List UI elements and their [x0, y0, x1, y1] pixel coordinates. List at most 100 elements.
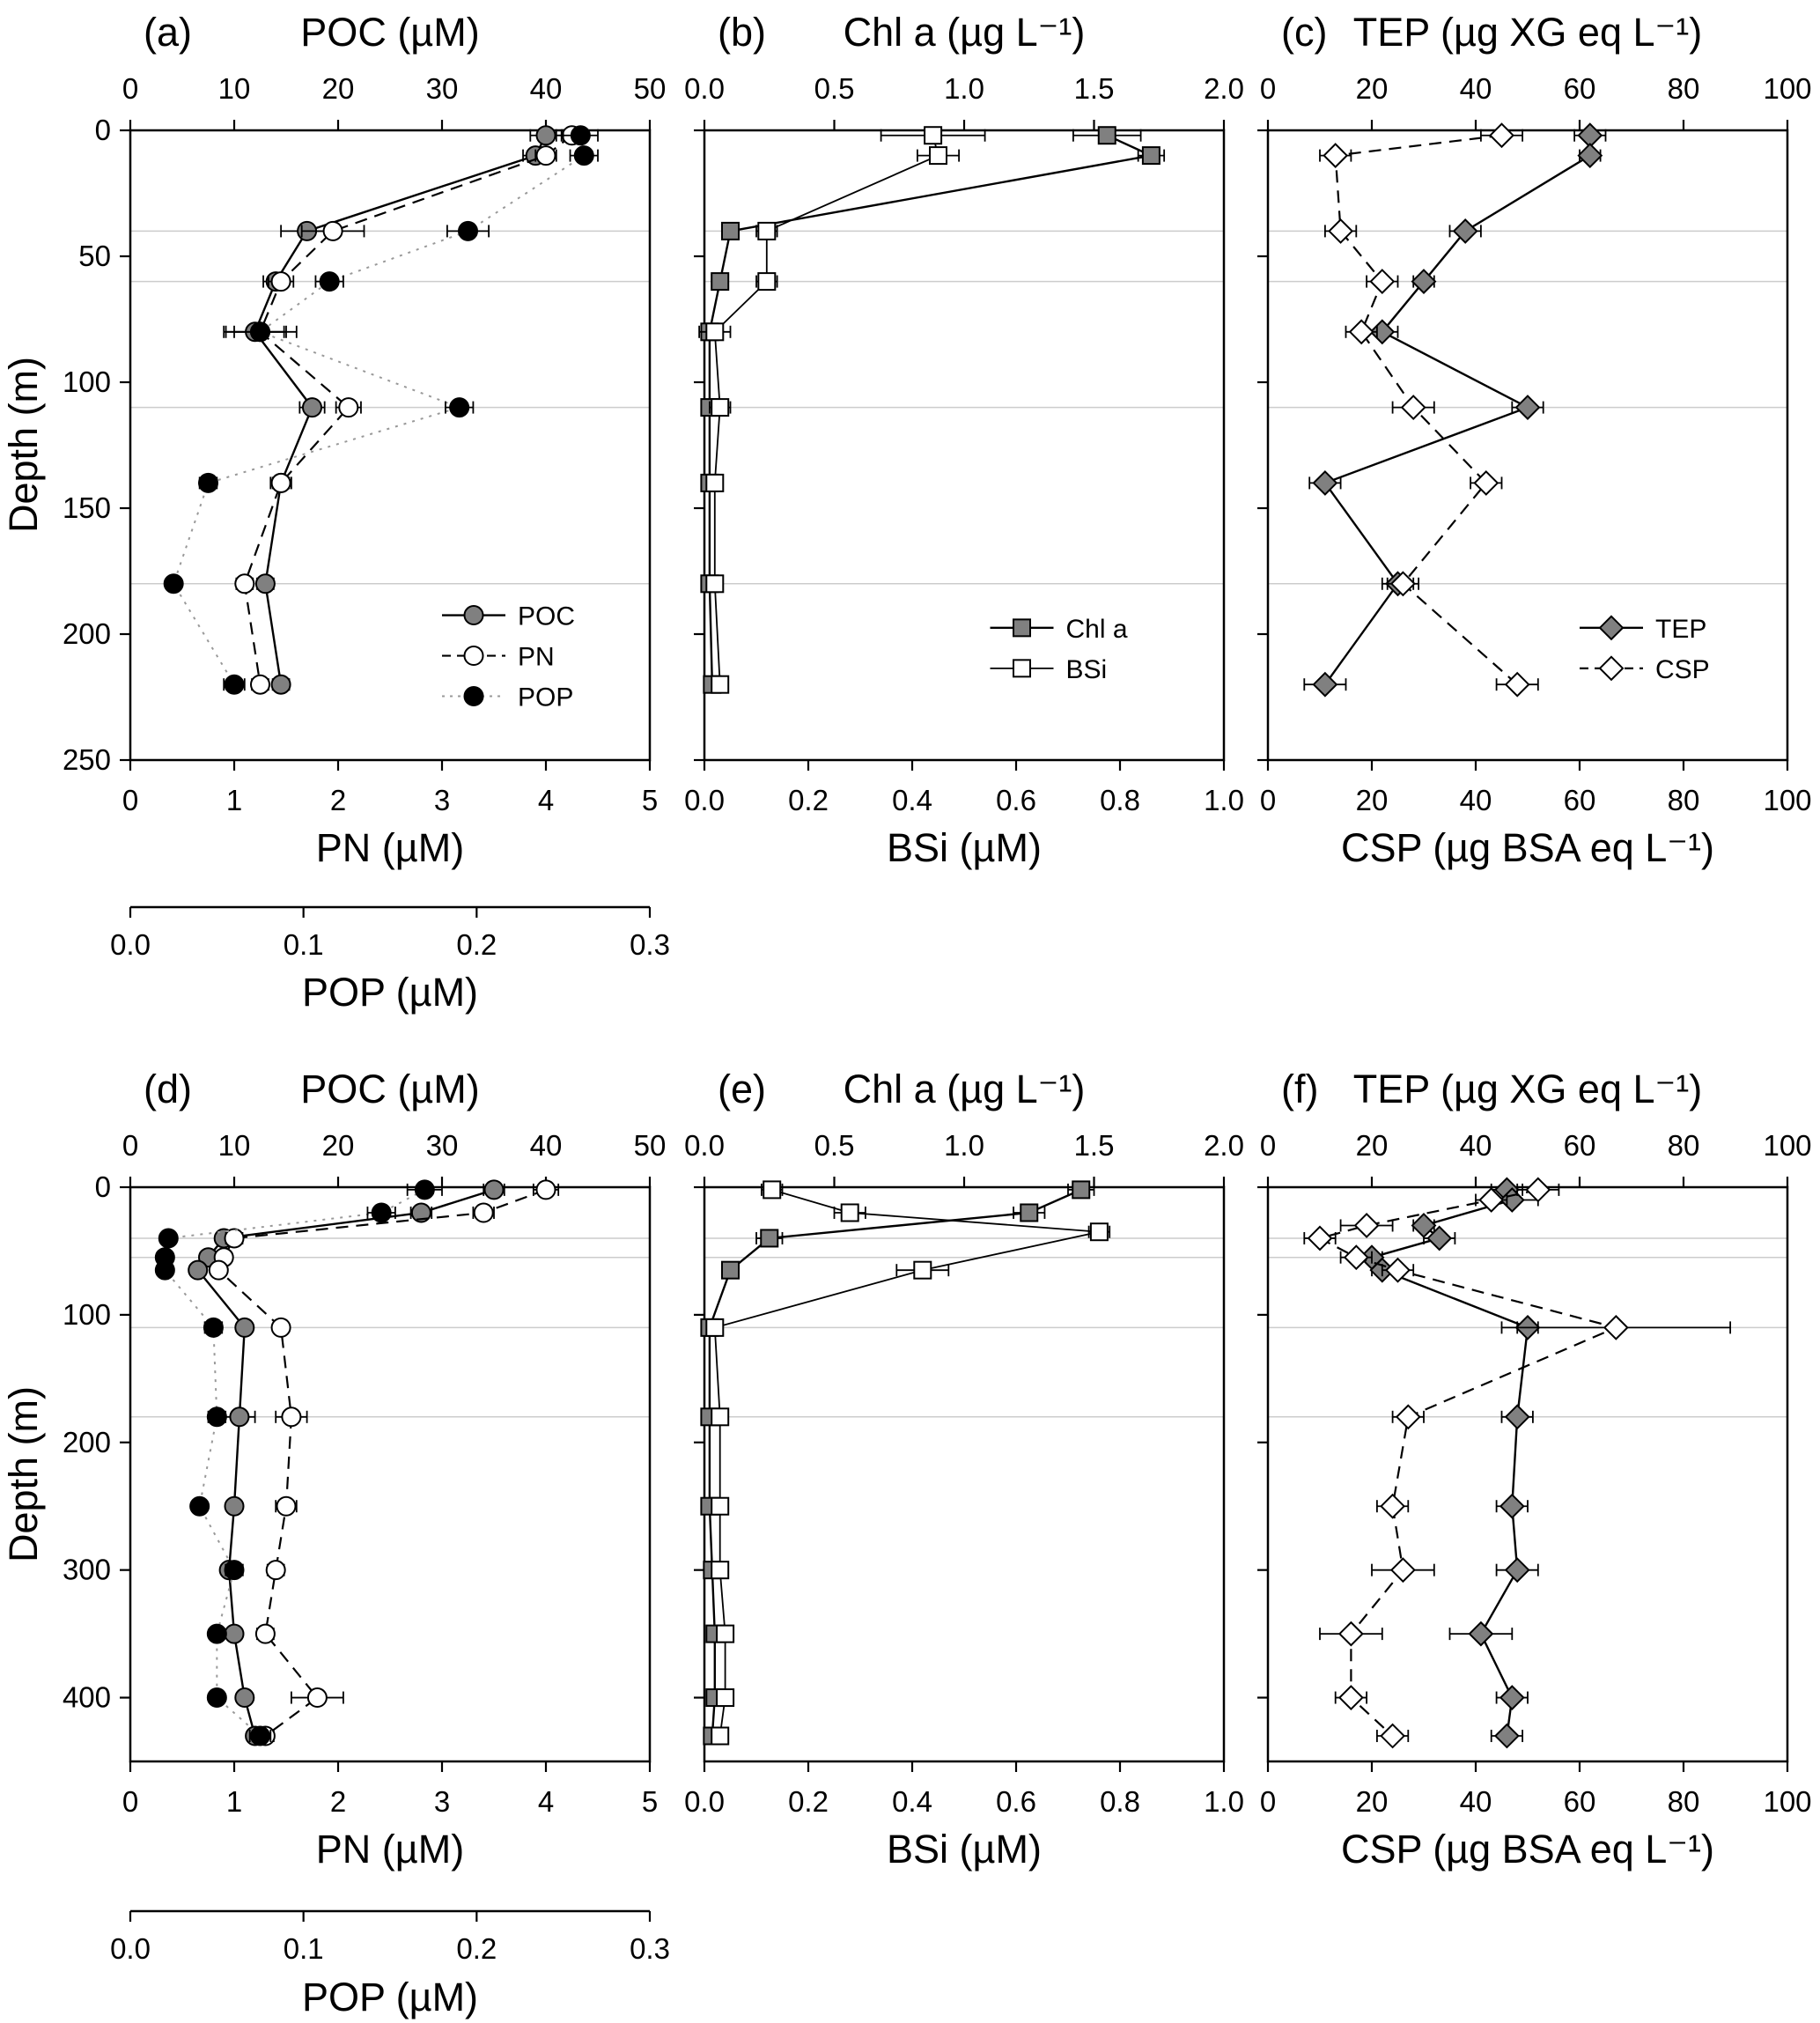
- bsi-marker: [840, 1203, 859, 1222]
- tep-marker: [1452, 218, 1478, 244]
- plot-frame: [703, 1185, 1226, 1763]
- series-line: [713, 1189, 1100, 1737]
- bottom-axis-tick-label: 0.6: [996, 784, 1036, 816]
- chl-a-marker: [1097, 126, 1116, 145]
- bottom-axis-tick-label: 0.0: [684, 784, 725, 816]
- bottom-axis-tick-label: 5: [642, 784, 658, 816]
- depth-tick-label: 100: [63, 1298, 111, 1331]
- pop-axis-tick-label: 0.3: [630, 928, 670, 961]
- top-axis-tick-label: 40: [1460, 72, 1492, 105]
- top-axis-tick-label: 10: [218, 1129, 251, 1162]
- bottom-axis-tick-label: 1: [226, 1785, 242, 1818]
- pop-marker: [224, 1560, 245, 1581]
- bottom-axis-tick-label: 0.8: [1100, 1785, 1140, 1818]
- csp-marker: [1369, 269, 1396, 295]
- csp-marker: [1343, 1244, 1369, 1271]
- csp-marker: [1603, 1314, 1629, 1340]
- csp-marker: [1348, 319, 1374, 345]
- pop-marker: [414, 1179, 435, 1200]
- csp-marker: [1353, 1213, 1380, 1238]
- panel-e: 0.0 0.5 1.0 1.5 2.0 0.0 0.2 0.4 0.6 0.8 1.0: [684, 1129, 1244, 1818]
- pop-marker: [206, 1687, 227, 1709]
- pn-marker: [535, 145, 556, 166]
- depth-tick-label: 100: [63, 365, 111, 398]
- top-axis-tick-label: 0: [1260, 72, 1276, 105]
- bsi-marker: [716, 1624, 735, 1643]
- b-series-bsi: [698, 126, 986, 694]
- depth-tick-label: 50: [78, 240, 111, 272]
- chl-a-marker: [1072, 1180, 1091, 1200]
- plot-frame: [129, 1185, 652, 1763]
- csp-marker: [1525, 1177, 1551, 1203]
- legend-label: CSP: [1655, 655, 1710, 684]
- depth-tick-label: 250: [63, 743, 111, 776]
- tep-marker: [1499, 1493, 1525, 1519]
- csp-marker: [1385, 1257, 1411, 1283]
- series-line: [708, 134, 1155, 685]
- top-axis-tick-label: 0: [122, 72, 138, 105]
- bsi-marker: [757, 221, 777, 240]
- top-axis-tick-label: 40: [530, 1129, 563, 1162]
- csp-marker: [1323, 143, 1349, 169]
- poc-marker: [234, 1687, 255, 1709]
- csp-marker: [1380, 1723, 1406, 1749]
- legend-label: POC: [518, 602, 575, 631]
- pn-axis-title-d: PN (µM): [316, 1827, 464, 1872]
- bottom-axis-tick-label: 100: [1763, 1785, 1811, 1818]
- poc-marker: [254, 573, 276, 594]
- bottom-axis-tick-label: 40: [1460, 1785, 1492, 1818]
- depth-tick-label: 300: [63, 1554, 111, 1586]
- csp-marker: [1389, 571, 1416, 597]
- bsi-marker: [924, 126, 943, 145]
- tep-marker: [1504, 1557, 1530, 1584]
- pn-axis-title-a: PN (µM): [316, 825, 464, 870]
- bsi-marker: [929, 146, 947, 166]
- bottom-axis-tick-label: 5: [642, 1785, 658, 1818]
- bsi-marker: [705, 1318, 725, 1337]
- panel-b-label: (b): [718, 10, 766, 55]
- bottom-axis-tick-label: 4: [538, 784, 554, 816]
- tep-marker: [1411, 1213, 1437, 1238]
- pop-axis-title-a: POP (µM): [302, 970, 478, 1015]
- chl-a-marker: [760, 1229, 779, 1248]
- tep-marker: [1493, 1723, 1520, 1749]
- bsi-marker: [711, 1561, 730, 1580]
- top-axis-tick-label: 60: [1564, 72, 1596, 105]
- top-axis-tick-label: 2.0: [1204, 72, 1244, 105]
- pn-marker: [276, 1495, 297, 1517]
- csp-marker: [1395, 1404, 1421, 1430]
- top-axis-tick-label: 0.0: [684, 72, 725, 105]
- panel-c: 0 20 40 60 80 100 0 20 40 60 80 100 TEP CSP: [1257, 72, 1812, 816]
- bsi-axis-title-e: BSi (µM): [887, 1827, 1042, 1872]
- top-axis-tick-label: 1.0: [944, 1129, 984, 1162]
- chl-a-marker: [1141, 146, 1161, 166]
- bottom-axis-tick-label: 2: [330, 1785, 346, 1818]
- csp-marker: [1478, 1187, 1505, 1213]
- pop-marker: [570, 125, 591, 146]
- pop-marker: [463, 686, 484, 707]
- tep-marker: [1312, 469, 1338, 496]
- tep-marker: [1499, 1685, 1525, 1710]
- top-axis-tick-label: 80: [1668, 1129, 1700, 1162]
- bottom-axis-tick-label: 0.0: [684, 1785, 725, 1818]
- top-axis-tick-label: 20: [322, 72, 355, 105]
- poc-marker: [188, 1259, 209, 1281]
- top-axis-tick-label: 30: [426, 1129, 459, 1162]
- panel-a: 0 10 20 30 40 50 0 50 100 150 200 250 0 1 2 3 4 5 0.0 0.1 0.…: [63, 72, 670, 961]
- bottom-axis-tick-label: 40: [1460, 784, 1492, 816]
- poc-marker: [270, 674, 291, 695]
- pn-marker: [208, 1259, 229, 1281]
- series-line: [254, 135, 548, 685]
- bsi-marker: [757, 272, 777, 292]
- chl-a-marker: [721, 1260, 740, 1280]
- panel-b: 0.0 0.5 1.0 1.5 2.0 0.0 0.2 0.4 0.6 0.8 1.0 Chl a BS…: [684, 72, 1244, 816]
- top-axis-tick-label: 20: [322, 1129, 355, 1162]
- depth-axis-label-top: Depth (m): [1, 357, 46, 533]
- top-axis-tick-label: 2.0: [1204, 1129, 1244, 1162]
- csp-marker: [1328, 218, 1354, 244]
- poc-marker: [224, 1495, 245, 1517]
- panel-f-title: TEP (µg XG eq L⁻¹): [1353, 1067, 1702, 1111]
- bottom-axis-tick-label: 1.0: [1204, 784, 1244, 816]
- pn-marker: [473, 1202, 494, 1223]
- series-line: [713, 135, 939, 685]
